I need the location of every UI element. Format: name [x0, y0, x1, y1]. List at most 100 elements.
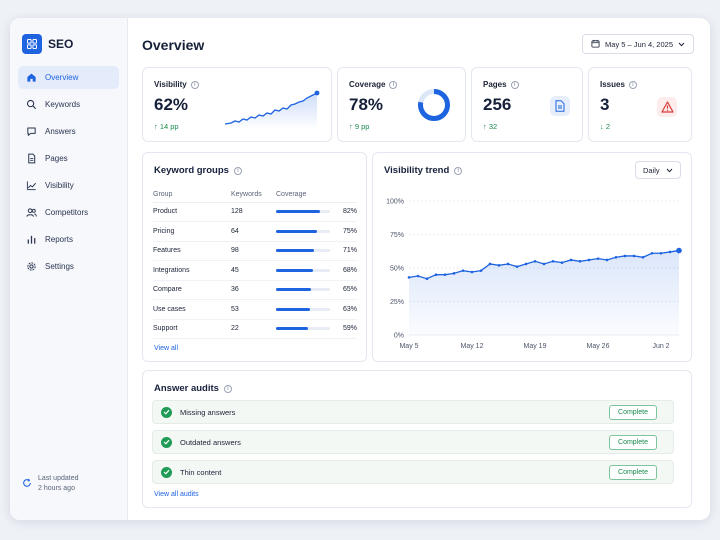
table-row[interactable]: Integrations 45 68%: [153, 260, 357, 281]
kpi-card-issues[interactable]: Issues i 3 ↓ 2: [588, 67, 692, 142]
kpi-value: 78%: [349, 95, 384, 114]
coverage-bar-fill: [276, 249, 315, 253]
last-updated: Last updated 2 hours ago: [22, 474, 78, 494]
last-updated-time: 2 hours ago: [38, 485, 75, 492]
info-icon[interactable]: i: [454, 166, 463, 175]
granularity-select[interactable]: Daily: [635, 161, 681, 179]
table-header-row: Group Keywords Coverage: [153, 187, 357, 203]
last-updated-label: Last updated: [38, 475, 79, 482]
keywords-cell: 98: [231, 241, 276, 261]
users-icon: [26, 207, 37, 218]
date-range-picker[interactable]: May 5 – Jun 4, 2025: [582, 34, 694, 54]
bar-chart-icon: [26, 234, 37, 245]
keywords-cell: 22: [231, 319, 276, 339]
page-title: Overview: [142, 37, 205, 53]
table-row[interactable]: Compare 36 65%: [153, 280, 357, 300]
audit-row[interactable]: Outdated answers Complete: [152, 430, 674, 454]
y-tick-label: 0%: [394, 333, 404, 340]
kpi-delta: ↑ 9 pp: [349, 122, 370, 131]
sidebar-item-label: Settings: [45, 262, 74, 271]
data-point: [623, 254, 627, 258]
brand[interactable]: SEO: [22, 34, 119, 54]
coverage-bar-fill: [276, 327, 308, 331]
kpi-label: Visibility i: [154, 80, 199, 89]
table-row[interactable]: Support 22 59%: [153, 319, 357, 339]
app-window: SEO Overview Keywords Answers Pages Visi…: [10, 18, 710, 520]
table-row[interactable]: Features 98 71%: [153, 241, 357, 261]
keywords-cell: 64: [231, 221, 276, 242]
info-icon[interactable]: i: [223, 384, 232, 393]
sidebar-item-pages[interactable]: Pages: [18, 147, 119, 170]
sidebar-item-reports[interactable]: Reports: [18, 228, 119, 251]
data-point: [560, 261, 564, 264]
sidebar-item-answers[interactable]: Answers: [18, 120, 119, 143]
visibility-sparkline: [224, 90, 320, 130]
data-point: [605, 258, 609, 262]
info-icon[interactable]: i: [190, 80, 199, 89]
grid-logo-icon: [22, 34, 42, 54]
coverage-bar-fill: [276, 210, 321, 214]
x-tick-label: May 26: [587, 343, 610, 350]
data-point: [551, 260, 555, 263]
info-icon[interactable]: i: [389, 80, 398, 89]
kpi-card-visibility[interactable]: Visibility i 62% ↑ 14 pp: [142, 67, 332, 142]
group-cell: Pricing: [153, 221, 231, 242]
kpi-label-text: Visibility: [154, 80, 187, 89]
sidebar-item-settings[interactable]: Settings: [18, 255, 119, 278]
data-point: [434, 273, 438, 276]
chevron-down-icon: [666, 166, 673, 175]
kpi-label: Issues i: [600, 80, 637, 89]
status-badge[interactable]: Complete: [609, 435, 657, 450]
info-icon[interactable]: i: [628, 80, 637, 89]
coverage-bar: [276, 249, 330, 253]
sidebar-item-overview[interactable]: Overview: [18, 66, 119, 89]
kpi-value: 62%: [154, 95, 189, 114]
search-icon: [26, 99, 37, 110]
refresh-icon[interactable]: [22, 475, 32, 493]
info-icon[interactable]: i: [510, 80, 519, 89]
column-header-keywords[interactable]: Keywords: [231, 187, 276, 203]
table-row[interactable]: Use cases 53 63%: [153, 299, 357, 320]
data-point: [650, 251, 654, 255]
section-title-text: Keyword groups: [154, 165, 229, 176]
x-tick-label: May 12: [461, 343, 484, 350]
x-tick-label: May 19: [524, 343, 547, 350]
y-tick-label: 25%: [390, 299, 404, 306]
data-point: [506, 262, 510, 266]
coverage-cell: 68%: [276, 260, 357, 281]
table-row[interactable]: Pricing 64 75%: [153, 221, 357, 242]
coverage-cell: 63%: [276, 299, 357, 320]
coverage-bar: [276, 210, 330, 214]
gear-icon: [26, 261, 37, 272]
sidebar-item-label: Pages: [45, 154, 68, 163]
column-header-group[interactable]: Group: [153, 187, 231, 203]
group-cell: Support: [153, 319, 231, 339]
check-circle-icon: [161, 436, 172, 448]
coverage-value: 75%: [342, 227, 357, 235]
audit-label: Outdated answers: [180, 437, 241, 447]
info-icon[interactable]: i: [233, 166, 242, 175]
group-cell: Product: [153, 202, 231, 222]
keyword-groups-body: Product 128 82% Pricing 64 75% Features 98 71% In…: [153, 202, 357, 339]
sidebar-item-keywords[interactable]: Keywords: [18, 93, 119, 116]
status-badge[interactable]: Complete: [609, 405, 657, 420]
audit-label: Missing answers: [180, 407, 236, 417]
kpi-label-text: Issues: [600, 80, 625, 89]
column-header-coverage[interactable]: Coverage: [276, 187, 357, 203]
sidebar-item-competitors[interactable]: Competitors: [18, 201, 119, 224]
data-point: [416, 274, 420, 278]
data-point: [497, 264, 501, 267]
kpi-card-coverage[interactable]: Coverage i 78% ↑ 9 pp: [337, 67, 466, 142]
view-all-audits-link[interactable]: View all audits: [154, 491, 199, 498]
y-tick-label: 50%: [390, 266, 404, 273]
data-point: [569, 258, 573, 262]
status-badge[interactable]: Complete: [609, 465, 657, 480]
sidebar-item-visibility[interactable]: Visibility: [18, 174, 119, 197]
view-all-link[interactable]: View all: [154, 345, 178, 352]
audit-row[interactable]: Missing answers Complete: [152, 400, 674, 424]
table-row[interactable]: Product 128 82%: [153, 202, 357, 222]
sidebar-nav: Overview Keywords Answers Pages Visibili…: [18, 66, 119, 278]
kpi-card-pages[interactable]: Pages i 256 ↑ 32: [471, 67, 583, 142]
home-icon: [26, 72, 37, 83]
audit-row[interactable]: Thin content Complete: [152, 460, 674, 484]
